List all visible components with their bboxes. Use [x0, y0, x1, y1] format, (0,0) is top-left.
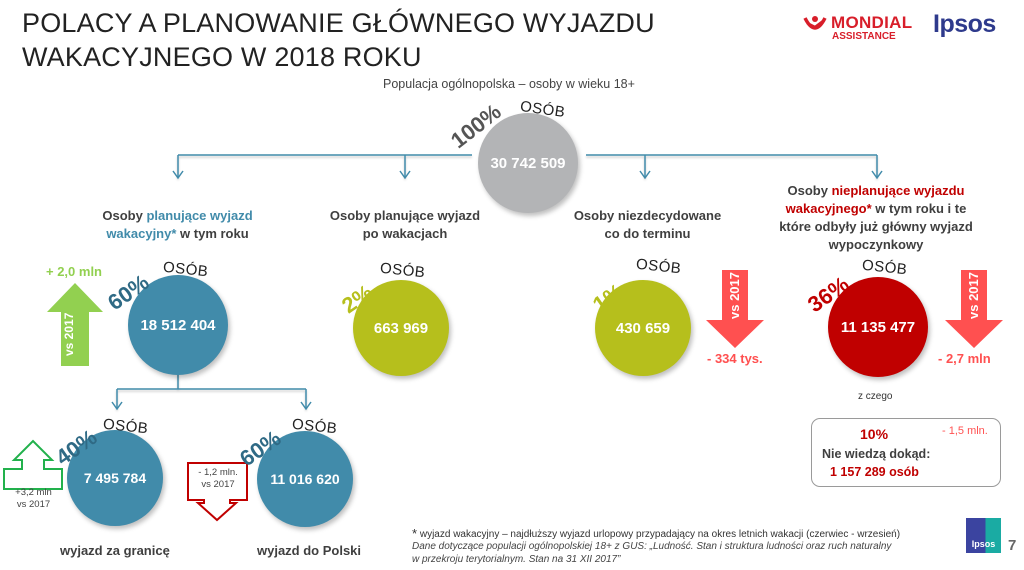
data-source-note: Dane dotyczące populacji ogólnopolskiej … [412, 541, 892, 565]
undecided-heading: Osoby niezdecydowane co do terminu [573, 208, 722, 241]
unknown-destination-change: - 1,5 mln. [942, 425, 988, 437]
abroad-value: 7 495 784 [83, 470, 147, 486]
abroad-label: wyjazd za granicę [60, 543, 170, 558]
ipsos-badge-logo: Ipsos [966, 518, 1001, 553]
mondial-figure-icon [803, 16, 827, 30]
mondial-assistance-logo: MONDIAL ASSISTANCE [803, 14, 912, 42]
total-value: 30 742 509 [490, 154, 566, 172]
after-holidays-heading: Osoby planujące wyjazd po wakacjach [329, 208, 481, 241]
total-population-circle: 30 742 509 [478, 113, 578, 213]
decrease-arrow [706, 270, 764, 348]
decrease-outline-arrow [187, 462, 248, 522]
not-planning-value: 11 135 477 [840, 318, 916, 336]
title-line-1: POLACY A PLANOWANIE GŁÓWNEGO WYJAZDU [22, 8, 655, 38]
domestic-value: 11 016 620 [270, 471, 340, 487]
undecided-vs-label: vs 2017 [727, 272, 742, 319]
not-planning-circle: 11 135 477 [828, 277, 928, 377]
of-which-label: z czego [858, 391, 893, 402]
planning-change: + 2,0 mln [46, 264, 102, 279]
not-planning-change: - 2,7 mln [938, 351, 991, 366]
after-holidays-circle: 663 969 [353, 280, 449, 376]
unknown-destination-percent: 10% [860, 426, 889, 442]
increase-arrow [47, 283, 103, 366]
footnote: * wyjazd wakacyjny – najdłuższy wyjazd u… [412, 526, 901, 541]
title-line-2: WAKACYJNEGO W 2018 ROKU [22, 42, 422, 72]
page-title: POLACY A PLANOWANIE GŁÓWNEGO WYJAZDU WAK… [22, 6, 655, 74]
increase-outline-arrow [3, 439, 63, 490]
abroad-circle: 7 495 784 [67, 430, 163, 526]
domestic-circle: 11 016 620 [257, 431, 353, 527]
domestic-label: wyjazd do Polski [257, 543, 362, 558]
planning-value: 18 512 404 [140, 316, 216, 334]
not-planning-heading: Osoby nieplanujące wyjazdu wakacyjnego* … [779, 183, 973, 252]
undecided-circle: 430 659 [595, 280, 691, 376]
mondial-name: MONDIAL [831, 13, 913, 32]
ipsos-logo: Ipsos [933, 10, 996, 38]
undecided-change: - 334 tys. [707, 351, 763, 366]
planning-circle: 18 512 404 [128, 275, 228, 375]
abroad-change: +3,2 mln vs 2017 [15, 487, 52, 510]
undecided-value: 430 659 [615, 319, 671, 337]
planning-vs-label: vs 2017 [62, 312, 76, 356]
domestic-change: - 1,2 mln. vs 2017 [198, 467, 238, 490]
unknown-destination-box: 10% - 1,5 mln. Nie wiedzą dokąd: 1 157 2… [811, 418, 1001, 487]
after-holidays-value: 663 969 [373, 319, 429, 337]
mondial-subname: ASSISTANCE [832, 31, 896, 42]
not-planning-vs-label: vs 2017 [966, 272, 981, 319]
population-subtitle: Populacja ogólnopolska – osoby w wieku 1… [383, 77, 635, 91]
unknown-destination-value: 1 157 289 osób [830, 465, 919, 479]
page-number: 7 [1008, 537, 1017, 554]
unknown-destination-label: Nie wiedzą dokąd: [822, 447, 931, 461]
decrease-arrow [945, 270, 1003, 348]
planning-heading: Osoby planujące wyjazd wakacyjny* w tym … [102, 208, 253, 241]
